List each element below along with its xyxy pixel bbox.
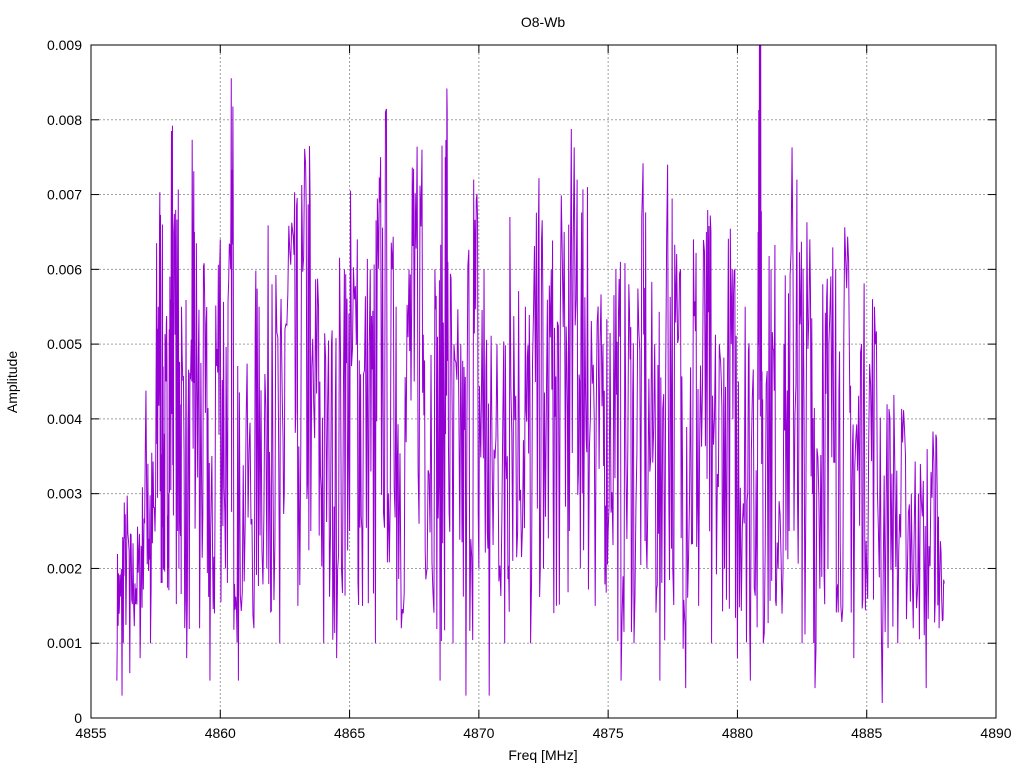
y-tick-label: 0.003: [47, 486, 82, 502]
y-tick-label: 0.008: [47, 112, 82, 128]
y-tick-label: 0: [74, 710, 82, 726]
grid-lines: [91, 45, 996, 718]
x-axis-label: Freq [MHz]: [508, 747, 577, 763]
x-tick-label: 4865: [334, 725, 365, 741]
y-tick-label: 0.005: [47, 336, 82, 352]
x-tick-label: 4890: [980, 725, 1011, 741]
x-tick-label: 4880: [722, 725, 753, 741]
plot-border: [90, 44, 997, 719]
x-tick-label: 4875: [593, 725, 624, 741]
data-series: [116, 44, 945, 704]
x-tick-labels: 4855 4860 4865 4870 4875 4880 4885 4890: [75, 725, 1011, 741]
y-tick-label: 0.009: [47, 37, 82, 53]
y-axis-label: Amplitude: [4, 351, 20, 413]
y-tick-label: 0.004: [47, 411, 82, 427]
y-tick-label: 0.007: [47, 187, 82, 203]
y-tick-label: 0.001: [47, 635, 82, 651]
x-tick-label: 4870: [463, 725, 494, 741]
x-tick-label: 4855: [75, 725, 106, 741]
x-tick-label: 4885: [851, 725, 882, 741]
series-line: [116, 44, 945, 704]
axis-ticks: [90, 44, 997, 719]
y-tick-labels: 0 0.001 0.002 0.003 0.004 0.005 0.006 0.007 0.00…: [47, 37, 82, 726]
y-tick-label: 0.002: [47, 560, 82, 576]
y-tick-label: 0.006: [47, 261, 82, 277]
chart-title: O8-Wb: [521, 14, 566, 30]
x-tick-label: 4860: [205, 725, 236, 741]
